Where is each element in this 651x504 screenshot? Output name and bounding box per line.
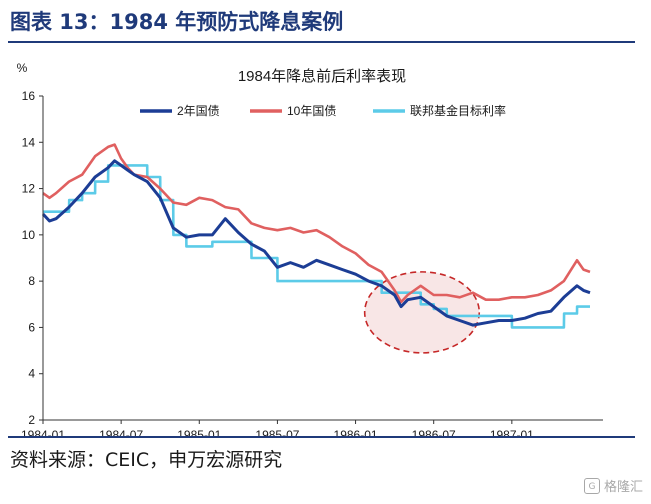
series-line-1 (42, 143, 591, 304)
watermark: G 格隆汇 (583, 476, 643, 495)
x-tick-label: 1987-01 (490, 428, 534, 436)
chart-title: 1984年降息前后利率表现 (238, 68, 406, 85)
y-tick-label: 6 (28, 320, 35, 334)
y-tick-label: 4 (28, 367, 35, 381)
x-tick-label: 1984-01 (21, 428, 65, 436)
x-tick-label: 1985-07 (255, 428, 299, 436)
title-divider (8, 41, 635, 43)
figure-title: 图表 13：1984 年预防式降息案例 (10, 10, 344, 34)
x-tick-label: 1984-07 (99, 428, 143, 436)
legend-label-2: 联邦基金目标利率 (410, 103, 506, 118)
watermark-text: 格隆汇 (603, 480, 643, 495)
y-tick-label: 10 (22, 228, 36, 242)
y-tick-label: 2 (28, 413, 35, 427)
y-tick-label: 14 (22, 135, 36, 149)
x-tick-label: 1986-01 (334, 428, 378, 436)
legend-label-1: 10年国债 (287, 104, 336, 118)
source-note: 资料来源：CEIC，申万宏源研究 (10, 449, 283, 471)
series-line-0 (41, 159, 591, 327)
y-tick-label: 8 (28, 274, 35, 288)
x-tick-label: 1986-07 (412, 428, 456, 436)
y-tick-label: 16 (22, 89, 36, 103)
series-line-2 (43, 164, 590, 329)
y-axis-unit: % (17, 61, 28, 75)
legend-label-0: 2年国债 (177, 104, 220, 118)
chart-legend: 2年国债 10年国债 联邦基金目标利率 (140, 103, 506, 118)
y-tick-label: 12 (22, 182, 36, 196)
footer-divider (8, 436, 635, 438)
watermark-logo-icon: G (583, 477, 600, 494)
line-chart: 1984年降息前后利率表现 % 2年国债 10年国债 联邦基金目标利率 2 4 6 8 10… (17, 61, 603, 436)
x-tick-label: 1985-01 (177, 428, 221, 436)
